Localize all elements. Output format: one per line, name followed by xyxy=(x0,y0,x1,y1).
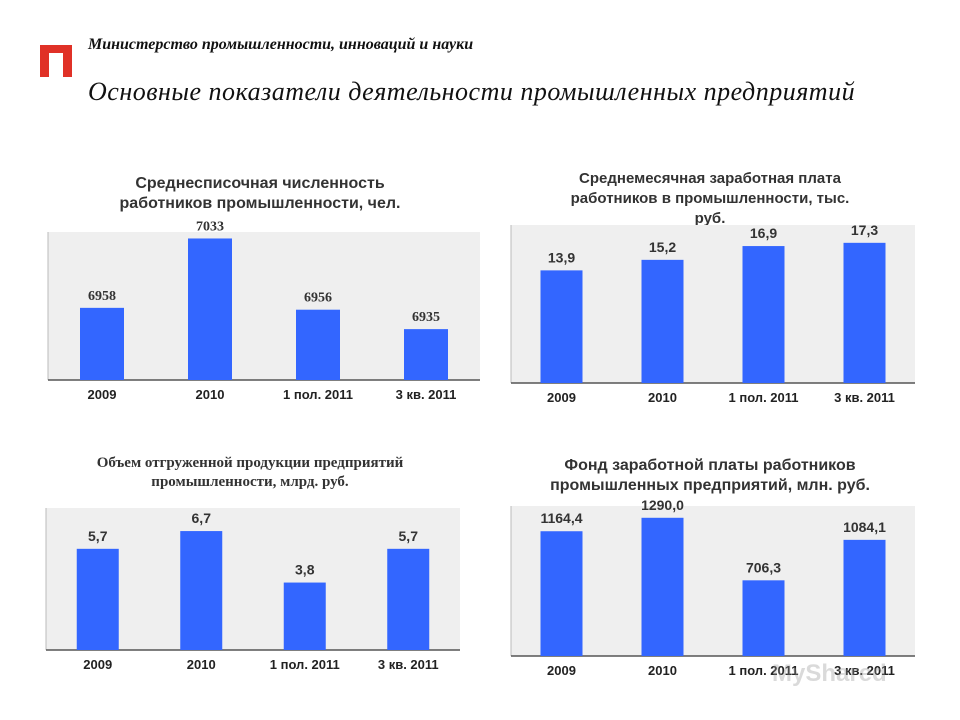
logo-shape xyxy=(40,45,72,77)
x-tick-label: 3 кв. 2011 xyxy=(834,390,895,405)
data-label: 15,2 xyxy=(649,239,676,255)
x-tick-label: 2010 xyxy=(196,387,225,402)
ministry-name: Министерство промышленности, инноваций и… xyxy=(88,36,474,53)
bar-1 xyxy=(80,307,124,380)
data-label: 3,8 xyxy=(295,562,315,578)
bar-2 xyxy=(180,531,223,650)
data-label: 6958 xyxy=(88,289,116,304)
bar-3 xyxy=(742,580,785,656)
x-tick-label: 2010 xyxy=(187,657,216,672)
x-tick-label: 1 пол. 2011 xyxy=(729,663,799,678)
data-label: 706,3 xyxy=(746,559,781,575)
bar-1 xyxy=(540,270,583,383)
x-tick-label: 1 пол. 2011 xyxy=(270,657,340,672)
chart-employee-count: Среднесписочная численность работников п… xyxy=(40,170,480,410)
x-tick-label: 2009 xyxy=(88,387,117,402)
data-label: 7033 xyxy=(196,219,224,234)
chart-title: Среднесписочная численность работников п… xyxy=(119,175,401,212)
bar-4 xyxy=(843,539,886,656)
bar-4 xyxy=(843,242,886,383)
x-tick-label: 2010 xyxy=(648,390,677,405)
data-label: 17,3 xyxy=(851,222,878,238)
chart-title: Объем отгруженной продукции предприятий … xyxy=(96,455,404,490)
bar-2 xyxy=(188,238,232,380)
bar-4 xyxy=(387,548,430,650)
x-tick-label: 1 пол. 2011 xyxy=(729,390,799,405)
data-label: 6,7 xyxy=(192,510,212,526)
bar-4 xyxy=(404,329,448,380)
bar-3 xyxy=(283,582,326,650)
data-label: 1290,0 xyxy=(641,497,684,513)
chart-title: Фонд заработной платы работников промышл… xyxy=(550,457,870,494)
chart-plot: 1164,4 2009 1290,0 2010 706,3 1 пол. 2011 1084… xyxy=(510,497,915,678)
chart-plot: 13,9 2009 15,2 2010 16,9 1 пол. 2011 17,3 3 кв.… xyxy=(510,222,915,405)
chart-plot: 6958 2009 7033 2010 6956 1 пол. 2011 6935 3 кв.… xyxy=(47,219,480,402)
data-label: 1164,4 xyxy=(540,510,582,526)
x-tick-label: 1 пол. 2011 xyxy=(283,387,353,402)
chart-shipped-products: Объем отгруженной продукции предприятий … xyxy=(40,450,460,690)
bar-3 xyxy=(296,309,340,380)
page-title: Основные показатели деятельности промышл… xyxy=(88,77,856,106)
bar-2 xyxy=(641,517,684,656)
chart-title: Среднемесячная заработная плата работник… xyxy=(570,170,850,227)
data-label: 6935 xyxy=(412,310,440,325)
watermark: MyShared xyxy=(772,660,887,687)
chart-payroll-fund: Фонд заработной платы работников промышл… xyxy=(505,450,915,690)
x-tick-label: 2010 xyxy=(648,663,677,678)
bar-1 xyxy=(540,531,583,656)
bar-3 xyxy=(742,246,785,383)
data-label: 5,7 xyxy=(399,528,419,544)
bar-1 xyxy=(76,548,119,650)
bar-2 xyxy=(641,259,684,383)
x-tick-label: 2009 xyxy=(547,663,576,678)
data-label: 13,9 xyxy=(548,249,575,265)
data-label: 5,7 xyxy=(88,528,108,544)
data-label: 6956 xyxy=(304,291,332,306)
x-tick-label: 3 кв. 2011 xyxy=(378,657,439,672)
ministry-logo-icon xyxy=(40,45,72,77)
chart-plot: 5,7 2009 6,7 2010 3,8 1 пол. 2011 5,7 3 кв. 201… xyxy=(45,508,460,672)
data-label: 16,9 xyxy=(750,225,777,241)
chart-avg-salary: Среднемесячная заработная плата работник… xyxy=(505,165,915,410)
x-tick-label: 2009 xyxy=(83,657,112,672)
x-tick-label: 2009 xyxy=(547,390,576,405)
x-tick-label: 3 кв. 2011 xyxy=(834,663,895,678)
x-tick-label: 3 кв. 2011 xyxy=(396,387,457,402)
data-label: 1084,1 xyxy=(843,519,886,535)
